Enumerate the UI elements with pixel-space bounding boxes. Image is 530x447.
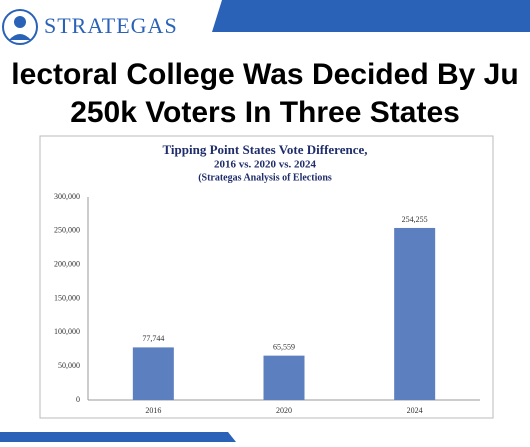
chart-subtitle: (Strategas Analysis of Elections — [198, 172, 332, 183]
x-tick-label: 2020 — [276, 406, 292, 415]
y-tick-label: 50,000 — [58, 361, 80, 370]
data-label: 254,255 — [402, 215, 428, 224]
y-tick-label: 200,000 — [54, 259, 80, 268]
x-tick-label: 2024 — [407, 406, 423, 415]
logo-icon — [2, 9, 38, 45]
y-tick-label: 0 — [76, 395, 80, 404]
bar — [394, 227, 436, 400]
y-tick-label: 300,000 — [54, 192, 80, 201]
bar — [263, 355, 305, 400]
footer-bar — [0, 432, 236, 442]
bar — [132, 347, 174, 400]
data-label: 77,744 — [142, 334, 164, 343]
logo-icon — [9, 34, 31, 40]
logo-text: STRATEGAS — [44, 13, 178, 38]
slide-title: lectoral College Was Decided By Ju — [11, 58, 518, 91]
slide-title: 250k Voters In Three States — [70, 96, 460, 129]
y-tick-label: 100,000 — [54, 327, 80, 336]
y-tick-label: 250,000 — [54, 226, 80, 235]
data-label: 65,559 — [273, 342, 295, 351]
chart-subtitle: 2016 vs. 2020 vs. 2024 — [214, 159, 317, 171]
chart-title: Tipping Point States Vote Difference, — [163, 142, 368, 157]
y-tick-label: 150,000 — [54, 293, 80, 302]
logo-icon — [14, 16, 26, 28]
x-tick-label: 2016 — [145, 406, 161, 415]
header-bar — [212, 0, 530, 32]
